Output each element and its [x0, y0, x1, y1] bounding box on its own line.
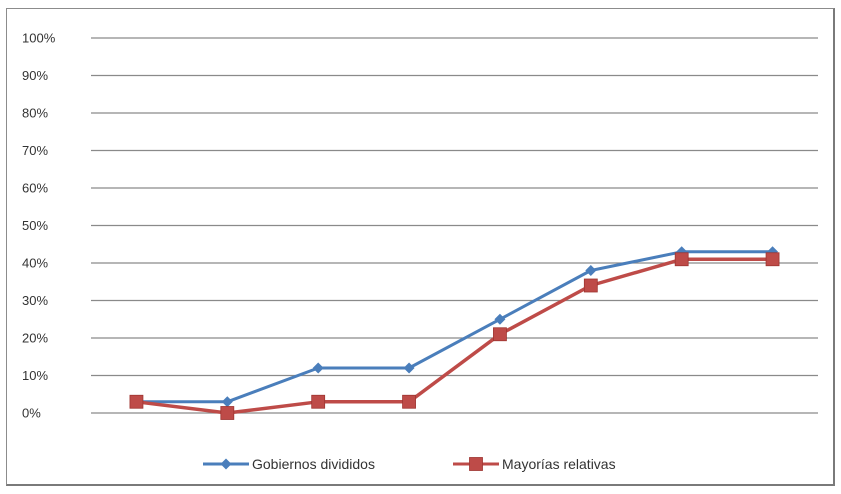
y-tick-label: 90%	[22, 68, 48, 83]
data-point-diamond	[220, 458, 232, 470]
series-1	[129, 252, 780, 420]
y-tick-label: 50%	[22, 218, 48, 233]
line-chart: 0% 10% 20% 30% 40% 50% 60% 70% 80% 90% 100% Gobier…	[22, 31, 818, 472]
y-tick-label: 60%	[22, 181, 48, 196]
y-tick-label: 20%	[22, 331, 48, 346]
data-point-diamond	[494, 313, 506, 325]
data-point-diamond	[221, 396, 233, 408]
legend-entry: Gobiernos divididos	[203, 456, 375, 472]
data-point-square	[765, 252, 780, 267]
data-point-square	[493, 327, 507, 342]
data-point-diamond	[585, 265, 597, 276]
data-point-square	[311, 394, 326, 409]
data-point-square	[129, 394, 144, 409]
y-tick-label: 80%	[22, 106, 48, 121]
y-tick-label: 70%	[22, 143, 48, 158]
data-point-square	[402, 394, 416, 409]
chart-frame: 0% 10% 20% 30% 40% 50% 60% 70% 80% 90% 100% Gobier…	[6, 8, 835, 486]
data-point-square	[583, 278, 598, 293]
series-line	[136, 257, 773, 415]
data-point-square	[674, 252, 689, 267]
y-axis-tick-labels: 0% 10% 20% 30% 40% 50% 60% 70% 80% 90% 100%	[22, 31, 56, 421]
y-tick-label: 100%	[22, 31, 56, 46]
series-line	[136, 250, 773, 404]
data-point-square	[469, 457, 483, 471]
legend: Gobiernos divididos Mayorías relativas	[203, 456, 616, 472]
series-lines	[129, 246, 780, 420]
y-tick-label: 0%	[22, 406, 41, 421]
y-tick-label: 10%	[22, 368, 48, 383]
series-0	[130, 246, 779, 408]
gridlines	[91, 37, 818, 414]
legend-label: Mayorías relativas	[502, 456, 616, 472]
data-point-diamond	[403, 362, 415, 374]
y-tick-label: 30%	[22, 293, 48, 308]
legend-label: Gobiernos divididos	[252, 456, 375, 472]
data-point-square	[220, 406, 235, 420]
data-point-diamond	[312, 362, 324, 374]
y-tick-label: 40%	[22, 256, 48, 271]
legend-entry: Mayorías relativas	[453, 456, 616, 472]
